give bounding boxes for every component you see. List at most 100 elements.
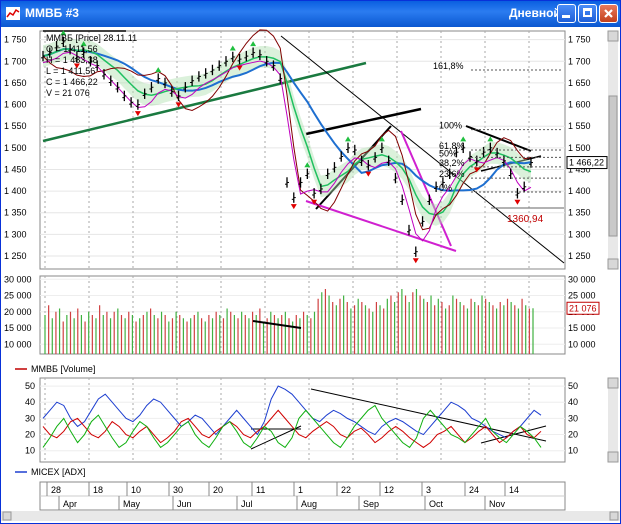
indicator-series [42, 385, 542, 449]
signal-up-marker [60, 30, 67, 36]
indicator-legend: MICEX [ADX] [15, 467, 86, 477]
day-label-8: 12 [384, 485, 394, 495]
price-series [41, 29, 533, 264]
maximize-button[interactable] [578, 4, 597, 23]
price-tick-left-6: 1 450 [4, 164, 27, 174]
signal-down-marker [236, 65, 243, 71]
month-label-1: May [123, 499, 141, 509]
close-button[interactable] [599, 4, 618, 23]
trendline-recent[interactable] [465, 125, 532, 152]
last-volume-box [566, 301, 600, 315]
signal-up-marker [155, 67, 162, 73]
price-tick-left-7: 1 400 [4, 186, 27, 196]
last-price-label: 1 466,22 [569, 158, 604, 168]
price-tick-left-3: 1 600 [4, 100, 27, 110]
timeframe-label[interactable]: Дневной [509, 6, 561, 20]
signal-down-marker [365, 171, 372, 177]
price-tick-right-0: 1 750 [568, 35, 591, 45]
price-tick-right-9: 1 300 [568, 229, 591, 239]
indicator-overlays [250, 388, 547, 450]
indicator-tick-right-4: 10 [568, 446, 578, 456]
price-tick-left-10: 1 250 [4, 251, 27, 261]
signal-down-marker [175, 102, 182, 108]
indicator-tick-right-3: 20 [568, 430, 578, 440]
signal-up-marker [229, 45, 236, 51]
price-scrollbar[interactable] [607, 30, 619, 270]
volume-tick-left-0: 30 000 [4, 274, 32, 284]
indicator-line [42, 409, 542, 449]
indicator-legend-text: MICEX [ADX] [31, 467, 86, 477]
price-tick-left-9: 1 300 [4, 229, 27, 239]
month-label-7: Nov [489, 499, 506, 509]
ma-short-line [42, 29, 532, 231]
day-label-0: 28 [51, 485, 61, 495]
price-legend-line-5: V = 21 076 [46, 88, 90, 98]
adx-trendline-rise[interactable] [250, 425, 302, 450]
fib-label-6: 0% [439, 183, 452, 193]
indicator-tick-right-1: 40 [568, 397, 578, 407]
price-tick-right-10: 1 250 [568, 251, 591, 261]
day-label-6: 1 [298, 485, 303, 495]
window-title: ММВБ #3 [25, 6, 79, 20]
adx-trendline-down[interactable] [310, 388, 547, 442]
fib-label-4: 38,2% [439, 158, 465, 168]
minimize-icon [562, 15, 570, 18]
signal-up-marker [250, 41, 257, 47]
last-price-box [566, 156, 608, 170]
indicator-grid: 50 50 40 40 30 30 20 20 10 10 [25, 378, 578, 462]
signal-up-marker [80, 41, 87, 47]
trendline-magenta-high[interactable] [400, 130, 452, 247]
day-label-9: 3 [426, 485, 431, 495]
signal-down-marker [290, 204, 297, 210]
day-label-3: 30 [173, 485, 183, 495]
volume-tick-left-2: 20 000 [4, 307, 32, 317]
price-grid: 1 750 1 750 1 700 1 700 1 650 1 650 1 600 1 600… [4, 31, 591, 269]
month-label-6: Oct [429, 499, 444, 509]
chart-app-icon [6, 7, 20, 20]
fib-label-0: 161,8% [433, 61, 464, 71]
indicator-tick-left-3: 20 [25, 430, 35, 440]
price-tick-right-8: 1 350 [568, 208, 591, 218]
day-label-5: 11 [256, 485, 265, 495]
month-label-4: Aug [301, 499, 317, 509]
volume-legend: ММВБ [Volume] [15, 364, 95, 374]
day-label-7: 22 [341, 485, 351, 495]
trendline-magenta-low[interactable] [305, 200, 457, 252]
title-bar[interactable]: ММВБ #3 Дневной [1, 1, 620, 27]
signal-up-marker [460, 136, 467, 142]
indicator-tick-right-0: 50 [568, 381, 578, 391]
volume-tick-left-4: 10 000 [4, 339, 32, 349]
price-legend-line-4: C = 1 466,22 [46, 77, 98, 87]
maximize-icon [583, 8, 592, 17]
indicator-tick-left-4: 10 [25, 446, 35, 456]
horizontal-scrollbar[interactable] [1, 511, 620, 521]
minimize-button[interactable] [557, 4, 576, 23]
price-tick-right-5: 1 500 [568, 143, 591, 153]
price-legend-line-3: L = 1 411,56 [46, 66, 95, 76]
indicator-tick-left-2: 30 [25, 413, 35, 423]
indicator-tick-left-1: 40 [25, 397, 35, 407]
support-label: 1360,94 [507, 214, 544, 225]
volume-legend-text: ММВБ [Volume] [31, 364, 95, 374]
volume-tick-right-4: 10 000 [568, 339, 596, 349]
volume-trendline[interactable] [252, 320, 302, 329]
price-tick-left-2: 1 650 [4, 78, 27, 88]
indicator-tick-left-0: 50 [25, 381, 35, 391]
signal-down-marker [412, 258, 419, 264]
price-tick-left-0: 1 750 [4, 35, 27, 45]
volume-tick-right-1: 25 000 [568, 291, 596, 301]
price-tick-right-2: 1 650 [568, 78, 591, 88]
price-tick-right-7: 1 400 [568, 186, 591, 196]
indicator-line [42, 385, 542, 439]
close-icon [604, 9, 613, 18]
price-tick-left-1: 1 700 [4, 56, 27, 66]
indicator-scrollbar[interactable] [607, 377, 619, 463]
signal-up-marker [378, 136, 385, 142]
price-tick-right-3: 1 600 [568, 100, 591, 110]
signal-up-marker [487, 136, 494, 142]
trendline-channel[interactable] [280, 35, 565, 264]
trendline-support[interactable] [42, 61, 367, 143]
month-label-2: Jun [177, 499, 192, 509]
day-label-4: 20 [213, 485, 223, 495]
